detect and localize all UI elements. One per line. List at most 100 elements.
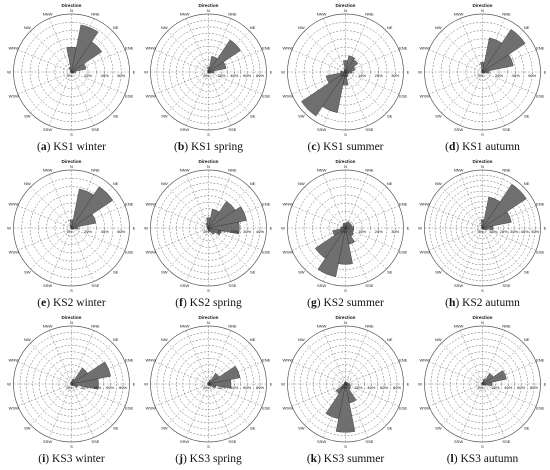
radial-tick-label: 0% (478, 73, 484, 78)
direction-label-se: SE (387, 426, 393, 431)
direction-label-e: E (133, 381, 136, 386)
petal-e (208, 221, 240, 235)
direction-label-wnw: WNW (283, 357, 294, 362)
radial-tick-label: 20% (491, 385, 499, 390)
spoke-ssw (186, 71, 209, 126)
spoke-sse (345, 227, 368, 282)
spoke-ese (482, 227, 537, 251)
direction-label-wsw: WSW (420, 249, 430, 254)
direction-label-ssw: SSW (43, 439, 52, 444)
petal-ene (208, 61, 227, 73)
radial-tick-label: 80% (256, 385, 264, 390)
spoke-nne (345, 174, 368, 229)
grid-ring (54, 211, 89, 245)
spoke-nnw (323, 174, 346, 229)
direction-label-nne: NNE (228, 324, 237, 329)
direction-label-ene: ENE (262, 45, 271, 50)
caption-text: KS1 summer (323, 141, 384, 153)
spoke-ssw (49, 227, 72, 282)
radial-tick-label: 0% (67, 229, 73, 234)
direction-label-nnw: NNW (43, 168, 53, 173)
wind-rose-chart: NNE NE ENE E ESE SE SSE S SSW SW WSW W WNW NW NNW NDire… (7, 159, 136, 293)
petal-e (482, 381, 493, 387)
spoke-se (208, 71, 250, 114)
direction-label-ese: ESE (262, 93, 270, 98)
direction-label-ene: ENE (399, 201, 408, 206)
wind-rose-chart: NNE NE ENE E ESE SE SSE S SSW SW WSW W WNW NW NNW NDire… (144, 315, 273, 449)
petal-nnw (207, 69, 209, 73)
petal-sw (301, 71, 346, 117)
chart-title: Direction (62, 3, 82, 8)
petal-sw (314, 227, 346, 259)
grid-ring (332, 370, 359, 398)
direction-label-w: W (144, 225, 148, 230)
direction-label-sse: SSE (228, 283, 236, 288)
spoke-sse (208, 227, 231, 282)
spoke-sw (30, 383, 72, 426)
spoke-nnw (460, 330, 483, 385)
direction-label-nne: NNE (502, 12, 511, 17)
spoke-sw (30, 227, 72, 270)
radial-tick-label: 60% (243, 73, 251, 78)
panel-caption: (i) KS3 winter (38, 453, 105, 465)
grid-ring (19, 332, 124, 436)
chart-title: Direction (199, 159, 219, 164)
direction-label-ese: ESE (262, 405, 270, 410)
grid-ring (303, 186, 388, 270)
spoke-sse (482, 383, 505, 438)
spoke-ese (345, 383, 400, 407)
direction-label-s: S (70, 132, 73, 137)
direction-label-nw: NW (435, 25, 442, 30)
radial-tick-label: 60% (117, 73, 125, 78)
spoke-sse (71, 227, 94, 282)
spoke-wsw (154, 227, 209, 251)
direction-label-wsw: WSW (9, 93, 19, 98)
direction-label-w: W (418, 225, 422, 230)
wind-rose-chart: NNE NE ENE E ESE SE SSE S SSW SW WSW W WNW NW NNW NDire… (144, 159, 273, 293)
direction-label-ese: ESE (536, 405, 544, 410)
direction-label-se: SE (524, 270, 530, 275)
spoke-nnw (49, 330, 72, 385)
panel-letter: j (179, 453, 183, 465)
spoke-nne (345, 330, 368, 385)
direction-label-ne: NE (250, 181, 256, 186)
direction-label-n: N (207, 164, 210, 169)
direction-label-s: S (70, 444, 73, 449)
direction-label-sw: SW (298, 270, 305, 275)
petal-ene (482, 54, 514, 73)
caption-text: KS2 winter (52, 297, 106, 309)
chart-title: Direction (336, 315, 356, 320)
panel-caption: (e) KS2 winter (37, 297, 106, 309)
direction-label-wnw: WNW (420, 45, 431, 50)
spoke-nw (304, 186, 346, 229)
direction-label-ssw: SSW (317, 127, 326, 132)
spoke-nw (167, 186, 209, 229)
spoke-ne (482, 342, 524, 385)
panel-caption: (k) KS3 summer (306, 453, 385, 465)
spoke-nne (208, 330, 231, 385)
petal-ne (71, 186, 114, 229)
spoke-wnw (291, 361, 346, 385)
spoke-ne (345, 186, 387, 229)
direction-label-ne: NE (387, 337, 393, 342)
chart-title: Direction (336, 159, 356, 164)
spoke-sse (345, 383, 368, 438)
direction-label-n: N (344, 8, 347, 13)
direction-label-nw: NW (24, 25, 31, 30)
direction-label-wsw: WSW (420, 405, 430, 410)
direction-label-nw: NW (24, 337, 31, 342)
spoke-sw (167, 71, 209, 114)
direction-label-n: N (70, 320, 73, 325)
direction-label-ese: ESE (536, 249, 544, 254)
direction-label-wnw: WNW (9, 201, 20, 206)
direction-label-wnw: WNW (9, 45, 20, 50)
spoke-sw (441, 383, 483, 426)
direction-label-n: N (344, 164, 347, 169)
direction-label-ne: NE (113, 25, 119, 30)
wind-rose-chart: NNE NE ENE E ESE SE SSE S SSW SW WSW W WNW NW NNW NDire… (144, 3, 273, 137)
wind-rose-panel-j: NNE NE ENE E ESE SE SSE S SSW SW WSW W WNW NW NNW N Dire… (140, 315, 277, 470)
spoke-ese (208, 71, 263, 95)
radial-tick-label: 80% (530, 385, 538, 390)
spoke-sw (304, 383, 346, 426)
direction-label-sw: SW (435, 114, 442, 119)
